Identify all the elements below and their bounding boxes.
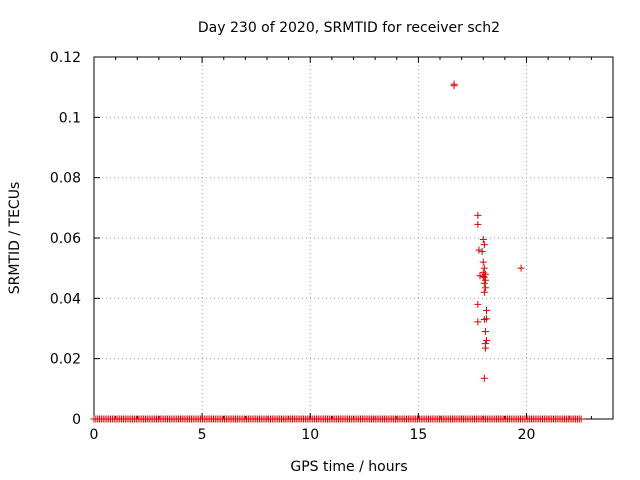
data-point <box>479 236 487 244</box>
y-tick-label: 0.1 <box>59 110 81 126</box>
data-point <box>481 284 489 292</box>
data-point <box>475 246 483 254</box>
data-point <box>480 264 488 272</box>
y-tick-label: 0.02 <box>50 352 81 368</box>
y-axis-label: SRMTID / TECUs <box>7 182 23 295</box>
data-point <box>479 258 487 266</box>
x-tick-label: 10 <box>301 427 319 443</box>
data-point <box>480 288 488 296</box>
y-tick-label: 0.08 <box>50 171 81 187</box>
data-point <box>474 318 482 326</box>
plot-frame <box>93 56 614 420</box>
y-tick-label: 0.04 <box>50 291 81 307</box>
x-tick-label: 5 <box>198 427 207 443</box>
x-tick-label: 20 <box>518 427 536 443</box>
data-point <box>482 337 490 345</box>
data-point <box>517 264 525 272</box>
data-point <box>450 82 458 90</box>
data-point <box>481 344 489 352</box>
data-point <box>479 273 487 281</box>
zero-value-point <box>577 415 585 423</box>
data-point <box>481 328 489 336</box>
data-point <box>480 279 488 287</box>
data-point <box>478 248 486 256</box>
x-axis-label: GPS time / hours <box>290 459 407 475</box>
chart-title: Day 230 of 2020, SRMTID for receiver sch… <box>198 20 500 36</box>
data-point <box>481 276 489 284</box>
data-point <box>474 300 482 308</box>
data-point <box>480 241 488 249</box>
data-point <box>474 220 482 228</box>
x-tick-label: 0 <box>90 427 99 443</box>
y-tick-label: 0.12 <box>50 50 81 66</box>
x-tick-label: 15 <box>409 427 427 443</box>
y-tick-label: 0 <box>72 412 81 428</box>
data-point <box>474 211 482 219</box>
data-point <box>482 315 490 323</box>
data-point <box>482 306 490 314</box>
data-point <box>480 374 488 382</box>
data-point <box>480 273 488 281</box>
data-point <box>476 272 484 280</box>
y-tick-label: 0.06 <box>50 231 81 247</box>
